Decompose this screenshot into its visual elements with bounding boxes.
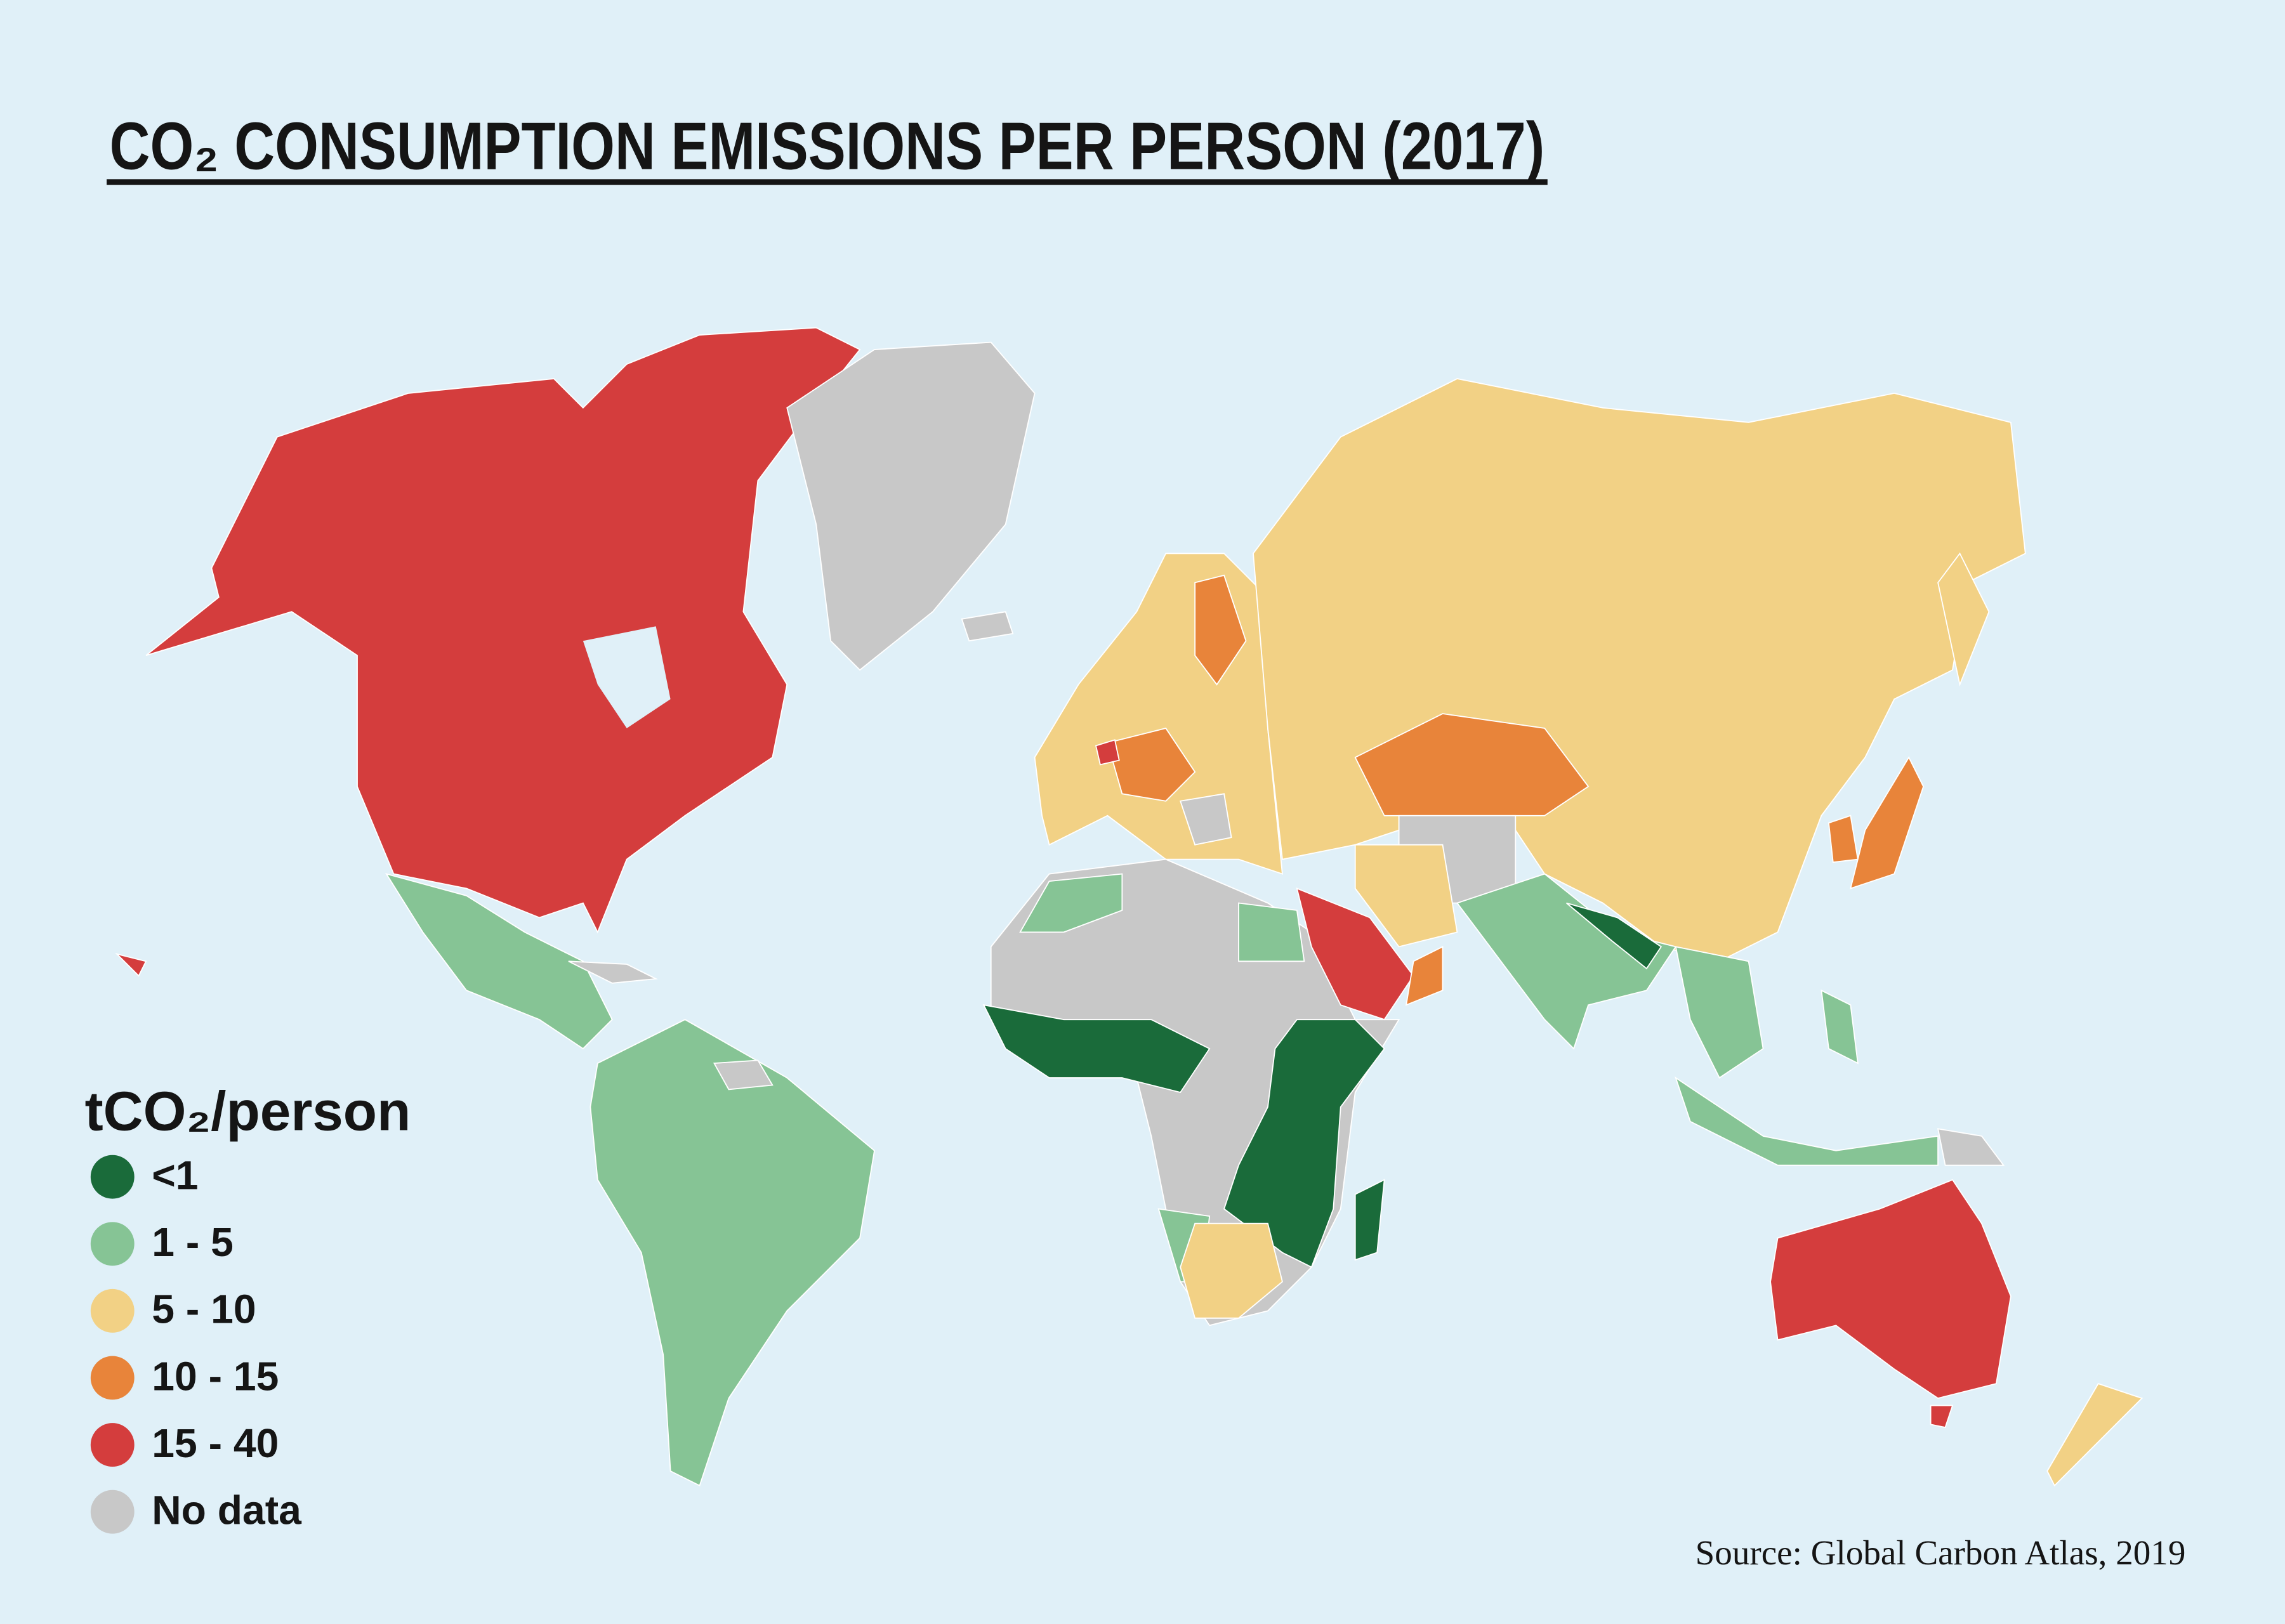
title-underline	[107, 179, 1548, 185]
north-america	[145, 327, 861, 934]
hawaii	[115, 953, 147, 977]
legend-title: tCO₂/person	[85, 1081, 411, 1143]
balkans	[1179, 793, 1232, 846]
legend-label: 15 - 40	[152, 1420, 279, 1466]
iceland	[961, 611, 1014, 642]
legend-swatch	[90, 1155, 135, 1199]
legend-swatch	[90, 1423, 135, 1467]
india	[1456, 873, 1677, 1050]
japan	[1850, 756, 1925, 889]
kazakhstan	[1354, 713, 1590, 816]
egypt	[1238, 902, 1305, 962]
legend-swatch	[90, 1356, 135, 1400]
southern-africa	[1180, 1222, 1283, 1319]
hudson-bay	[583, 626, 671, 728]
madagascar	[1354, 1179, 1385, 1261]
legend-label: No data	[152, 1487, 302, 1533]
caribbean	[568, 960, 658, 984]
papua	[1937, 1128, 2005, 1166]
australia	[1770, 1179, 2012, 1399]
new-zealand	[2046, 1383, 2143, 1487]
benelux	[1095, 739, 1120, 766]
east-africa	[1223, 1019, 1385, 1268]
maghreb	[1019, 873, 1123, 933]
legend-label: <1	[152, 1152, 198, 1198]
central-europe	[1107, 727, 1196, 802]
world-map	[115, 327, 2143, 1487]
source: Source: Global Carbon Atlas, 2019	[1696, 1533, 2186, 1572]
legend-swatch	[90, 1222, 135, 1266]
finland	[1194, 574, 1247, 686]
philippines	[1821, 989, 1859, 1064]
greenland	[786, 341, 1036, 671]
venezuela	[713, 1059, 774, 1090]
legend: <1 1 - 5 5 - 10 10 - 15 15 - 40 No data	[90, 1152, 302, 1534]
legend-label: 1 - 5	[152, 1219, 234, 1265]
title: CO₂ CONSUMPTION EMISSIONS PER PERSON (20…	[110, 108, 1545, 183]
nepal-bangladesh	[1566, 902, 1663, 970]
legend-swatch	[90, 1288, 135, 1333]
tasmania	[1930, 1405, 1954, 1429]
saudi-arabia	[1296, 887, 1414, 1021]
south-america	[589, 1019, 876, 1487]
iran	[1354, 844, 1458, 948]
west-africa	[982, 1004, 1211, 1094]
legend-label: 10 - 15	[152, 1353, 279, 1399]
central-america	[385, 873, 613, 1050]
southeast-asia	[1675, 946, 1764, 1079]
legend-swatch	[90, 1490, 135, 1534]
oman	[1405, 945, 1444, 1006]
indonesia	[1675, 1076, 1939, 1166]
legend-label: 5 - 10	[152, 1287, 256, 1332]
sakhalin	[1937, 552, 1990, 687]
